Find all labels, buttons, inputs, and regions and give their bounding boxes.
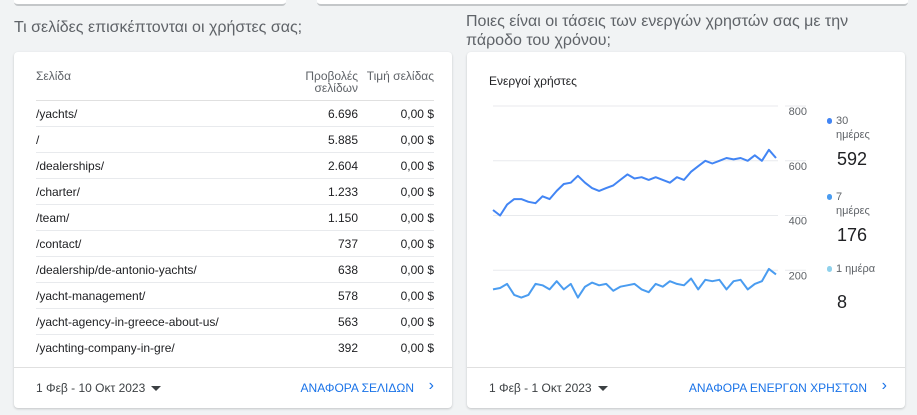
- col-pageviews: Προβολές σελίδων: [258, 68, 358, 101]
- pages-card: Σελίδα Προβολές σελίδων Τιμή σελίδας /yac…: [14, 52, 452, 408]
- page-value: 0,00 $: [358, 256, 434, 283]
- active-footer: 1 Φεβ - 1 Οκτ 2023 ΑΝΑΦΟΡΑ ΕΝΕΡΓΩΝ ΧΡΗΣΤ…: [467, 367, 905, 408]
- y-tick-label: 400: [789, 216, 807, 228]
- top-card-edge-right: [317, 0, 908, 6]
- legend-label: 7: [836, 191, 843, 203]
- active-users-report-link[interactable]: ΑΝΑΦΟΡΑ ΕΝΕΡΓΩΝ ΧΡΗΣΤΩΝ: [688, 381, 867, 395]
- date-range-dropdown[interactable]: 1 Φεβ - 10 Οκτ 2023: [36, 381, 162, 395]
- active-users-chart: 020040060080001Φεβ01Μαρ01Απρ01Μαΐ01Ιουν0…: [492, 105, 807, 299]
- legend-value: 8: [837, 292, 848, 312]
- legend-dot-icon: [827, 118, 832, 124]
- y-tick-label: 200: [789, 270, 807, 282]
- legend-dot-icon: [827, 194, 832, 200]
- legend-value: 592: [837, 149, 868, 169]
- pages-footer: 1 Φεβ - 10 Οκτ 2023 ΑΝΑΦΟΡΑ ΣΕΛΙΔΩΝ ›: [14, 367, 452, 408]
- page-path: /yacht-management/: [36, 282, 258, 309]
- active-heading: Ποιες είναι οι τάσεις των ενεργών χρηστώ…: [466, 12, 848, 50]
- page-path: /dealership/de-antonio-yachts/: [36, 256, 258, 283]
- pageviews: 638: [258, 256, 358, 283]
- active-heading-line2: πάροδο του χρόνου;: [466, 32, 611, 49]
- pageviews: 737: [258, 230, 358, 257]
- page-path: /: [36, 126, 258, 153]
- pageviews: 578: [258, 282, 358, 309]
- table-row[interactable]: /dealership/de-antonio-yachts/638 0,00 $: [36, 256, 434, 283]
- col-page-value: Τιμή σελίδας: [358, 68, 434, 101]
- pages-heading: Τι σελίδες επισκέπτονται οι χρήστες σας;: [14, 19, 303, 36]
- table-row[interactable]: /yachting-company-in-gre/392 0,00 $: [36, 335, 434, 361]
- table-row[interactable]: /contact/737 0,00 $: [36, 230, 434, 257]
- card-title: Ενεργοί χρήστες: [489, 74, 577, 88]
- table-row[interactable]: /yachts/6.696 0,00 $: [36, 100, 434, 127]
- chevron-right-icon[interactable]: ›: [428, 377, 434, 394]
- page-path: /yachts/: [36, 100, 258, 127]
- y-tick-label: 600: [789, 161, 807, 173]
- page-value: 0,00 $: [358, 178, 434, 205]
- pageviews: 392: [337, 340, 358, 355]
- page-path: /team/: [36, 204, 258, 231]
- page-path: /yacht-agency-in-greece-about-us/: [36, 308, 258, 335]
- date-range-dropdown[interactable]: 1 Φεβ - 1 Οκτ 2023: [489, 381, 608, 395]
- legend-label: 30: [836, 115, 849, 127]
- pageviews: 1.233: [258, 178, 358, 205]
- legend-dot-icon: [827, 266, 832, 272]
- legend-item: 7 ημέρες: [827, 190, 870, 218]
- top-card-edge-left: [14, 0, 286, 6]
- y-tick-label: 800: [789, 106, 807, 118]
- table-row[interactable]: /dealerships/2.604 0,00 $: [36, 152, 434, 179]
- page-value: 0,00 $: [358, 204, 434, 231]
- table-row[interactable]: /yacht-management/578 0,00 $: [36, 282, 434, 309]
- legend-item: 1 ημέρα: [827, 262, 875, 290]
- legend-item: 30 ημέρες: [827, 114, 870, 142]
- page-value: 0,00 $: [358, 126, 434, 153]
- pageviews: 6.696: [258, 100, 358, 127]
- page-value: 0,00 $: [358, 308, 434, 335]
- page-path: /contact/: [36, 230, 258, 257]
- pages-report-link[interactable]: ΑΝΑΦΟΡΑ ΣΕΛΙΔΩΝ: [300, 381, 414, 395]
- table-row[interactable]: /charter/1.233 0,00 $: [36, 178, 434, 205]
- active-heading-line1: Ποιες είναι οι τάσεις των ενεργών χρηστώ…: [466, 13, 849, 30]
- page-value: 0,00 $: [358, 152, 434, 179]
- page-path: /yachting-company-in-gre/: [36, 340, 175, 355]
- col-pageviews-line2: σελίδων: [314, 81, 358, 95]
- legend-label-2: ημέρες: [836, 129, 870, 141]
- table-row[interactable]: /team/1.150 0,00 $: [36, 204, 434, 231]
- caret-down-icon: [597, 386, 608, 392]
- page-path: /dealerships/: [36, 152, 258, 179]
- page-path: /charter/: [36, 178, 258, 205]
- legend-label-2: ημέρες: [836, 205, 870, 217]
- col-page: Σελίδα: [36, 68, 258, 101]
- series-line-7-days: [492, 267, 777, 299]
- series-line-30-days: [492, 148, 777, 217]
- page-value: 0,00 $: [400, 340, 434, 355]
- page-value: 0,00 $: [358, 230, 434, 257]
- legend-label: 1 ημέρα: [836, 263, 876, 275]
- chevron-right-icon[interactable]: ›: [881, 377, 887, 394]
- date-range-label: 1 Φεβ - 1 Οκτ 2023: [489, 381, 592, 395]
- date-range-label: 1 Φεβ - 10 Οκτ 2023: [36, 381, 146, 395]
- table-row[interactable]: /yacht-agency-in-greece-about-us/563 0,00…: [36, 308, 434, 335]
- page-value: 0,00 $: [358, 282, 434, 309]
- pageviews: 1.150: [258, 204, 358, 231]
- page-value: 0,00 $: [358, 100, 434, 127]
- pageviews: 2.604: [258, 152, 358, 179]
- legend-value: 176: [837, 225, 868, 245]
- pageviews: 563: [258, 308, 358, 335]
- caret-down-icon: [151, 386, 162, 392]
- active-users-card: Ενεργοί χρήστες 020040060080001Φεβ01Μαρ0…: [467, 52, 905, 408]
- col-pageviews-line1: Προβολές: [305, 69, 358, 83]
- pages-table: Σελίδα Προβολές σελίδων Τιμή σελίδας /yac…: [36, 68, 434, 360]
- table-row[interactable]: /5.885 0,00 $: [36, 126, 434, 153]
- pageviews: 5.885: [258, 126, 358, 153]
